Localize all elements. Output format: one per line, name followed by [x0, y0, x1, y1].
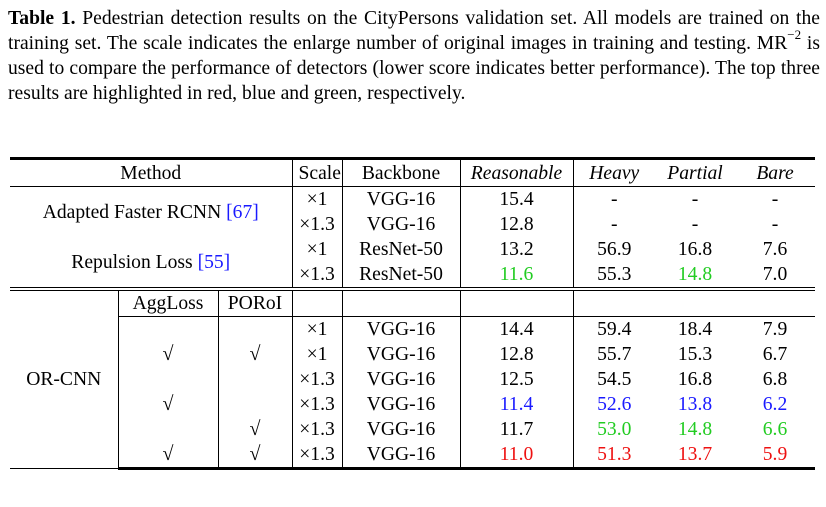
cell-heavy: 51.3 — [573, 442, 655, 470]
cell-bare: 6.2 — [762, 394, 788, 415]
cell-scale: ×1 — [292, 316, 343, 342]
cell-reasonable: 12.5 — [460, 367, 574, 392]
results-table-container: Method Scale Backbone Reasonable Heavy P… — [10, 157, 815, 470]
cell-heavy: 56.9 — [597, 239, 632, 260]
cell-partial: 13.7 — [655, 442, 735, 470]
check-mark-icon: √ — [118, 392, 219, 417]
cell-reasonable: 11.6 — [460, 262, 574, 289]
cell-scale: ×1 — [292, 237, 343, 262]
results-table: Method Scale Backbone Reasonable Heavy P… — [10, 157, 815, 470]
cell-bare: 7.0 — [762, 264, 788, 285]
cell-bare: 7.6 — [762, 239, 788, 260]
cell-scale: ×1.3 — [292, 262, 343, 289]
cell-backbone: VGG-16 — [342, 186, 461, 212]
cell-heavy: 52.6 — [597, 394, 632, 415]
cell-heavy: 59.4 — [597, 319, 632, 340]
method-repulsion-loss: Repulsion Loss [55] — [10, 237, 293, 289]
header-heavy: Heavy — [573, 157, 655, 187]
cell-reasonable: 11.7 — [460, 417, 574, 442]
cell-heavy: 55.3 — [597, 264, 632, 285]
cell-scale: ×1 — [292, 342, 343, 367]
cell-backbone: VGG-16 — [342, 316, 461, 342]
caption-superscript: −2 — [787, 27, 802, 43]
citation-link[interactable]: [67] — [226, 201, 259, 223]
cell-reasonable: 12.8 — [460, 212, 574, 237]
cell-backbone: VGG-16 — [342, 442, 461, 470]
cell-bare: - — [771, 189, 779, 210]
caption-text: Pedestrian detection results on the City… — [8, 8, 820, 54]
header-method: Method — [10, 157, 293, 187]
cell-partial: 16.8 — [677, 369, 713, 390]
cell-scale: ×1.3 — [292, 212, 343, 237]
cell-backbone: ResNet-50 — [342, 237, 461, 262]
cell-bare: - — [771, 214, 779, 235]
cell-backbone: VGG-16 — [342, 417, 461, 442]
header-backbone: Backbone — [342, 157, 461, 187]
method-adapted-faster-rcnn: Adapted Faster RCNN [67] — [10, 186, 293, 237]
header-poroi: PORoI — [218, 287, 293, 317]
cell-partial: 16.8 — [677, 239, 713, 260]
cell-bare: 6.7 — [762, 344, 788, 365]
citation-link[interactable]: [55] — [197, 251, 231, 273]
cell-heavy: 55.7 — [597, 344, 632, 365]
header-partial: Partial — [655, 157, 735, 187]
cell-heavy: 53.0 — [597, 419, 632, 440]
cell-backbone: ResNet-50 — [342, 262, 461, 289]
cell-partial: - — [691, 214, 699, 235]
cell-heavy: 54.5 — [597, 369, 632, 390]
check-mark-icon: √ — [118, 342, 219, 367]
table-row: ×1.3 VGG-16 12.5 54.5 16.8 6.8 — [10, 367, 815, 392]
cell-scale: ×1.3 — [292, 367, 343, 392]
table-row: √ √ ×1.3 VGG-16 11.0 51.3 13.7 5.9 — [10, 442, 815, 470]
cell-partial: 13.8 — [677, 394, 713, 415]
header-row: Method Scale Backbone Reasonable Heavy P… — [10, 157, 815, 187]
cell-scale: ×1.3 — [292, 392, 343, 417]
table-caption: Table 1. Pedestrian detection results on… — [8, 6, 820, 106]
table-row: ×1.3 VGG-16 12.8 - - - — [10, 212, 815, 237]
caption-label: Table 1. — [8, 8, 76, 29]
cell-backbone: VGG-16 — [342, 392, 461, 417]
cell-partial: - — [691, 189, 699, 210]
header-aggloss: AggLoss — [118, 287, 219, 317]
cell-reasonable: 15.4 — [460, 186, 574, 212]
cell-bare: 6.8 — [762, 369, 788, 390]
check-mark-icon: √ — [218, 342, 293, 367]
table-row: ×1 VGG-16 14.4 59.4 18.4 7.9 — [10, 316, 815, 342]
cell-bare: 7.9 — [762, 319, 788, 340]
header-bare: Bare — [735, 157, 815, 187]
caption-text-rest: is used to compare the performance of de… — [8, 33, 820, 104]
cell-reasonable: 14.4 — [460, 316, 574, 342]
header-scale: Scale — [292, 157, 343, 187]
table-row: ×1.3 ResNet-50 11.6 55.3 14.8 7.0 — [10, 262, 815, 289]
method-orcnn: OR-CNN — [10, 287, 119, 469]
cell-partial: 15.3 — [677, 344, 713, 365]
orcnn-subheader-row: OR-CNN AggLoss PORoI — [10, 287, 815, 469]
cell-partial: 14.8 — [677, 419, 713, 440]
cell-heavy: - — [610, 189, 618, 210]
cell-heavy: - — [610, 214, 618, 235]
cell-reasonable: 11.4 — [460, 392, 574, 417]
cell-reasonable: 11.0 — [460, 442, 574, 470]
cell-reasonable: 13.2 — [460, 237, 574, 262]
table-row: √ ×1.3 VGG-16 11.4 52.6 13.8 6.2 — [10, 392, 815, 417]
cell-bare: 6.6 — [762, 419, 788, 440]
check-mark-icon: √ — [118, 442, 219, 470]
cell-partial: 18.4 — [677, 319, 713, 340]
cell-scale: ×1.3 — [292, 442, 343, 470]
cell-scale: ×1 — [292, 186, 343, 212]
cell-bare: 5.9 — [735, 442, 815, 470]
cell-scale: ×1.3 — [292, 417, 343, 442]
cell-backbone: VGG-16 — [342, 367, 461, 392]
table-row: √ ×1.3 VGG-16 11.7 53.0 14.8 6.6 — [10, 417, 815, 442]
table-row: √ √ ×1 VGG-16 12.8 55.7 15.3 6.7 — [10, 342, 815, 367]
cell-backbone: VGG-16 — [342, 342, 461, 367]
check-mark-icon: √ — [218, 417, 293, 442]
table-row: Repulsion Loss [55] ×1 ResNet-50 13.2 56… — [10, 237, 815, 289]
cell-reasonable: 12.8 — [460, 342, 574, 367]
header-reasonable: Reasonable — [460, 157, 574, 187]
check-mark-icon: √ — [218, 442, 293, 470]
table-row: Adapted Faster RCNN [67] ×1 VGG-16 15.4 … — [10, 186, 815, 237]
cell-partial: 14.8 — [677, 264, 713, 285]
cell-backbone: VGG-16 — [342, 212, 461, 237]
